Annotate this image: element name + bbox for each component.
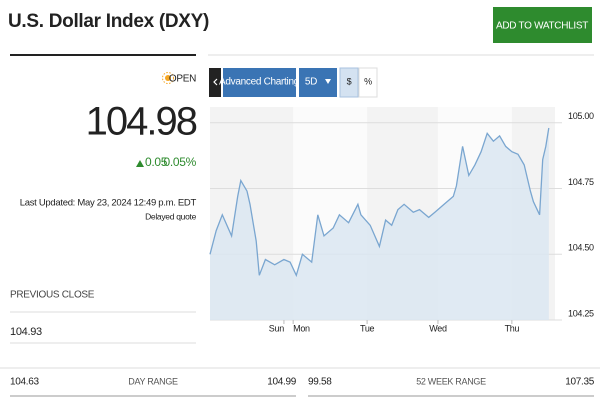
percent-label[interactable]: % [364,76,372,86]
range-low: 99.58 [308,377,332,388]
change-percent: 0.05% [163,155,196,169]
last-updated: Last Updated: May 23, 2024 12:49 p.m. ED… [20,198,197,209]
chevron [213,78,218,86]
advanced-charting-label[interactable]: Advanced Charting [219,77,299,88]
range-label: 52 WEEK RANGE [416,376,486,386]
range-high: 107.35 [565,377,595,388]
dollar-toggle[interactable] [339,67,359,98]
delayed-quote: Delayed quote [145,211,196,221]
period-label[interactable]: 5D [305,77,318,88]
advanced-charting-button[interactable] [223,68,296,97]
watchlist-button-label[interactable]: ADD TO WATCHLIST [496,21,589,32]
x-tick-label: Sun [269,323,284,333]
x-tick-label: Thu [505,323,520,333]
y-tick-label: 104.75 [568,177,594,187]
x-tick-label: Tue [360,323,375,333]
previous-close-value: 104.93 [10,326,42,338]
ranges: 104.63 DAY RANGE 104.99 99.58 52 WEEK RANGE 1… [10,376,595,397]
price-line [209,127,550,278]
period-dropdown[interactable] [299,68,337,97]
dollar-label[interactable]: $ [347,76,352,86]
percent-toggle[interactable] [358,67,378,98]
market-status: OPEN [169,74,196,85]
y-tick-label: 104.25 [568,308,594,318]
change: 0.05 [145,155,168,169]
x-tick-label: Wed [429,323,447,333]
x-tick-label: Mon [293,323,310,333]
sun-icon [162,72,174,84]
previous-close-label: PREVIOUS CLOSE [10,290,95,301]
y-tick-label: 104.50 [568,243,594,253]
watchlist-button[interactable] [493,7,592,43]
up-arrow [136,160,144,167]
price: 104.98 [86,100,197,144]
page-title: U.S. Dollar Index (DXY) [8,11,209,32]
range-high: 104.99 [267,377,297,388]
range-label: DAY RANGE [128,376,178,386]
chart: 104.25 104.50 104.75 105.00 Sun Mon Tue Wed Thu [209,107,594,333]
dropdown-arrow [325,79,331,84]
range-low: 104.63 [10,377,40,388]
y-tick-label: 105.00 [568,111,594,121]
